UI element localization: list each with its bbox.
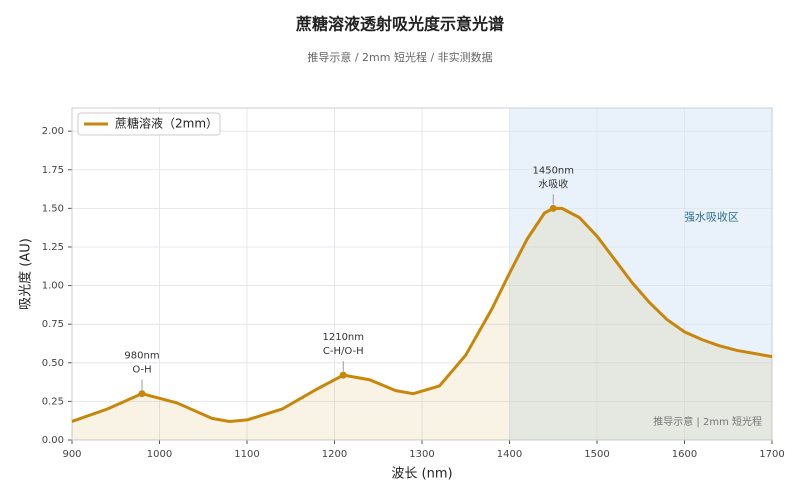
- annotation-text: 1450nm: [532, 165, 574, 176]
- line: [71, 206, 773, 423]
- annotation-text: 1210nm: [322, 332, 364, 343]
- legend-label: 蔗糖溶液（2mm）: [115, 116, 218, 131]
- annotation-marker: [138, 390, 146, 398]
- annotation-text: 980nm: [124, 351, 159, 362]
- x-tick-label: 1200: [322, 449, 347, 460]
- y-tick-label: 2.00: [42, 126, 64, 137]
- shaded-region-label: 强水吸收区: [684, 210, 739, 224]
- x-tick-label: 1300: [409, 449, 434, 460]
- x-axis-label: 波长 (nm): [391, 467, 452, 482]
- annotation-marker: [339, 371, 347, 379]
- y-tick-label: 1.00: [42, 281, 64, 292]
- x-tick-label: 900: [62, 449, 81, 460]
- x-tick-label: 1100: [234, 449, 259, 460]
- x-tick-label: 1600: [672, 449, 697, 460]
- y-tick-label: 1.75: [42, 165, 64, 176]
- y-tick-label: 0.25: [42, 396, 64, 407]
- legend-box: [77, 112, 221, 136]
- y-tick-label: 1.25: [42, 242, 64, 253]
- area: [72, 208, 772, 440]
- shaded-region: [509, 108, 772, 440]
- y-tick-label: 1.50: [42, 203, 64, 214]
- x-tick-label: 1500: [584, 449, 609, 460]
- x-tick-label: 1700: [759, 449, 784, 460]
- y-tick-label: 0.00: [42, 435, 64, 446]
- y-axis-label: 吸光度 (AU): [18, 238, 34, 310]
- chart-subtitle: 推导示意 / 2mm 短光程 / 非实测数据: [307, 50, 492, 64]
- annotation-text: C-H/O-H: [323, 346, 364, 357]
- y-tick-label: 0.75: [42, 319, 64, 330]
- y-tick-label: 0.50: [42, 358, 64, 369]
- annotation-text: O-H: [132, 365, 151, 376]
- x-tick-label: 1400: [497, 449, 522, 460]
- note: 推导示意 | 2mm 短光程: [653, 415, 762, 428]
- chart-title: 蔗糖溶液透射吸光度示意光谱: [295, 15, 504, 34]
- x-tick-label: 1000: [147, 449, 172, 460]
- plot-frame: [71, 107, 773, 441]
- annotation-text: 水吸收: [538, 177, 568, 190]
- annotation-marker: [549, 204, 557, 212]
